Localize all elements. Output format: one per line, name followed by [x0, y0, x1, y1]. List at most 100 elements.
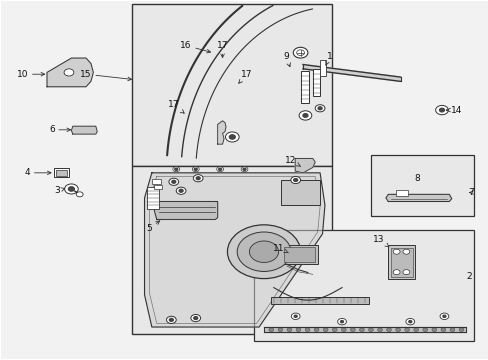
Circle shape — [76, 192, 83, 197]
Circle shape — [216, 167, 223, 172]
Text: 15: 15 — [80, 70, 131, 81]
Text: 5: 5 — [146, 221, 160, 233]
Bar — [147, 187, 159, 209]
Circle shape — [341, 328, 346, 332]
Circle shape — [192, 167, 199, 172]
Polygon shape — [385, 194, 451, 202]
Circle shape — [377, 328, 382, 332]
Text: 17: 17 — [238, 70, 252, 83]
Text: 17: 17 — [216, 41, 228, 58]
Circle shape — [196, 177, 200, 180]
Circle shape — [392, 249, 399, 254]
Circle shape — [64, 69, 74, 76]
Circle shape — [413, 328, 418, 332]
Circle shape — [449, 328, 454, 332]
Circle shape — [237, 232, 290, 271]
Circle shape — [190, 315, 200, 321]
Text: 13: 13 — [372, 235, 388, 247]
Text: 17: 17 — [168, 100, 184, 113]
Circle shape — [241, 167, 247, 172]
Polygon shape — [264, 327, 466, 332]
Circle shape — [431, 328, 436, 332]
Polygon shape — [303, 64, 400, 81]
Bar — [152, 179, 160, 184]
Bar — [132, 4, 331, 166]
Circle shape — [337, 319, 346, 325]
Bar — [395, 190, 407, 196]
Circle shape — [176, 187, 185, 194]
Circle shape — [386, 328, 391, 332]
Polygon shape — [217, 121, 225, 144]
Circle shape — [290, 176, 300, 184]
Circle shape — [439, 108, 444, 112]
Circle shape — [368, 328, 373, 332]
Text: 1: 1 — [325, 52, 332, 65]
Circle shape — [395, 328, 400, 332]
Circle shape — [193, 175, 203, 182]
Circle shape — [323, 328, 327, 332]
Polygon shape — [154, 202, 217, 220]
Circle shape — [402, 249, 409, 254]
Circle shape — [315, 105, 325, 112]
Circle shape — [293, 179, 297, 181]
Bar — [54, 168, 69, 177]
Text: 9: 9 — [283, 52, 290, 67]
Circle shape — [225, 132, 239, 142]
Polygon shape — [295, 158, 315, 173]
Circle shape — [174, 168, 177, 170]
Bar — [312, 69, 320, 96]
Polygon shape — [71, 126, 97, 134]
Bar — [300, 71, 309, 103]
Circle shape — [458, 328, 463, 332]
Bar — [132, 166, 331, 334]
Text: 14: 14 — [446, 105, 461, 114]
Circle shape — [64, 184, 78, 194]
Text: 4: 4 — [25, 168, 51, 177]
Circle shape — [350, 328, 354, 332]
Circle shape — [172, 167, 179, 172]
Polygon shape — [47, 58, 93, 87]
Circle shape — [227, 225, 300, 279]
Circle shape — [291, 313, 300, 319]
Text: 6: 6 — [49, 125, 70, 134]
Bar — [283, 247, 315, 262]
Circle shape — [296, 50, 304, 55]
Text: 12: 12 — [285, 156, 300, 166]
Bar — [370, 155, 473, 216]
Bar — [320, 60, 325, 76]
Circle shape — [294, 315, 297, 318]
Circle shape — [169, 319, 173, 321]
Bar — [254, 230, 473, 341]
Text: 10: 10 — [17, 70, 44, 79]
Circle shape — [305, 328, 309, 332]
Circle shape — [435, 105, 447, 115]
Circle shape — [168, 178, 178, 185]
Text: 3: 3 — [54, 186, 64, 195]
Circle shape — [359, 328, 364, 332]
Circle shape — [286, 328, 291, 332]
Circle shape — [408, 320, 411, 323]
Bar — [390, 248, 412, 277]
Circle shape — [171, 180, 175, 183]
Circle shape — [218, 168, 221, 170]
Text: 7: 7 — [468, 188, 473, 197]
Circle shape — [249, 241, 278, 262]
Circle shape — [277, 328, 282, 332]
Circle shape — [404, 328, 409, 332]
Circle shape — [193, 317, 197, 319]
Circle shape — [268, 328, 273, 332]
Circle shape — [340, 320, 343, 323]
Circle shape — [405, 319, 414, 325]
Circle shape — [299, 111, 311, 120]
Circle shape — [331, 328, 336, 332]
Circle shape — [422, 328, 427, 332]
Bar — [271, 297, 368, 304]
Text: 11: 11 — [272, 244, 288, 253]
Bar — [281, 244, 317, 264]
Bar — [154, 185, 161, 189]
Text: 8: 8 — [414, 174, 420, 183]
Circle shape — [229, 135, 235, 139]
Text: 2: 2 — [465, 272, 470, 281]
Circle shape — [440, 328, 445, 332]
Bar — [281, 180, 320, 205]
